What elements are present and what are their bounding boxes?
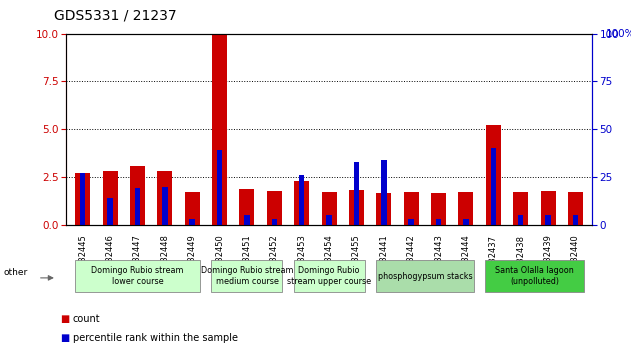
Bar [354, 162, 359, 225]
Bar [490, 148, 496, 225]
Bar [573, 215, 578, 225]
Bar [458, 192, 473, 225]
Bar [75, 173, 90, 225]
Bar [185, 192, 200, 225]
Bar [80, 173, 85, 225]
Text: count: count [73, 314, 100, 324]
Bar [239, 189, 254, 225]
Text: Santa Olalla lagoon
(unpolluted): Santa Olalla lagoon (unpolluted) [495, 267, 574, 286]
Bar [294, 181, 309, 225]
Bar [463, 219, 469, 225]
Bar [322, 192, 336, 225]
Bar [518, 215, 524, 225]
Text: percentile rank within the sample: percentile rank within the sample [73, 333, 237, 343]
Bar [408, 219, 414, 225]
Bar [349, 190, 364, 225]
Bar [431, 193, 446, 225]
Bar [189, 219, 195, 225]
Bar [436, 219, 441, 225]
Bar [134, 188, 140, 225]
Bar [568, 192, 583, 225]
Bar [271, 219, 277, 225]
Bar [162, 187, 168, 225]
Text: other: other [3, 268, 27, 277]
Text: GDS5331 / 21237: GDS5331 / 21237 [54, 9, 176, 23]
Bar [326, 215, 332, 225]
Bar [157, 171, 172, 225]
Text: ■: ■ [60, 333, 69, 343]
Bar [217, 150, 222, 225]
Y-axis label: 100%: 100% [606, 29, 631, 39]
Text: ■: ■ [60, 314, 69, 324]
Bar [545, 215, 551, 225]
Bar [107, 198, 113, 225]
Bar [486, 125, 501, 225]
Text: Domingo Rubio stream
medium course: Domingo Rubio stream medium course [201, 267, 293, 286]
Bar [513, 192, 528, 225]
Bar [102, 171, 117, 225]
Bar [404, 192, 419, 225]
Text: Domingo Rubio stream
lower course: Domingo Rubio stream lower course [91, 267, 184, 286]
Bar [212, 34, 227, 225]
Bar [376, 193, 391, 225]
Bar [541, 191, 556, 225]
Bar [299, 175, 304, 225]
Bar [244, 215, 250, 225]
Text: phosphogypsum stacks: phosphogypsum stacks [377, 272, 472, 281]
Bar [267, 191, 282, 225]
Bar [130, 166, 145, 225]
Text: Domingo Rubio
stream upper course: Domingo Rubio stream upper course [287, 267, 371, 286]
Bar [381, 160, 387, 225]
